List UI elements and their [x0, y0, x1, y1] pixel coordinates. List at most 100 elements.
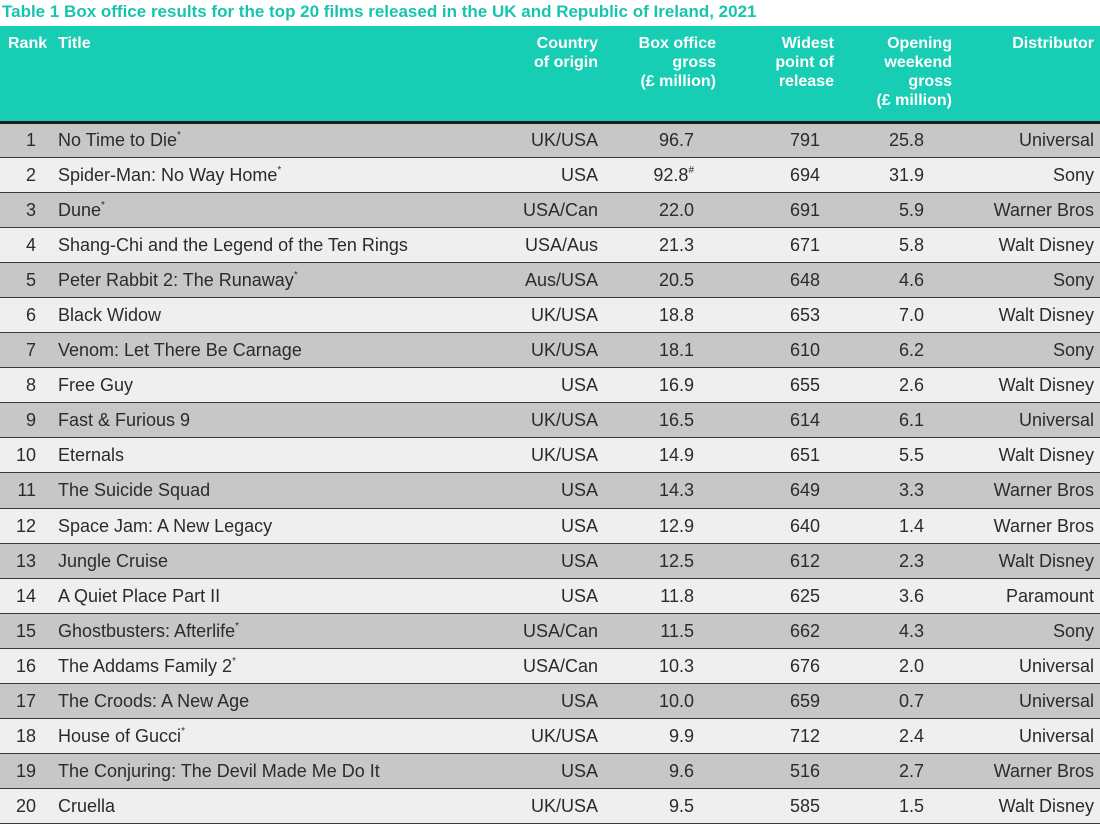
- table-row: 2 Spider-Man: No Way Home* USA 92.8# 694 31.9…: [0, 157, 1100, 193]
- title-cell-text: Jungle Cruise: [58, 550, 169, 571]
- rank-cell: 16: [0, 648, 54, 683]
- header-widest: Widest point of release: [722, 26, 840, 122]
- title-cell: Black Widow: [54, 297, 494, 332]
- title-cell: The Suicide Squad: [54, 473, 494, 508]
- distributor-cell: Walt Disney: [958, 543, 1100, 578]
- footnote-mark: *: [101, 199, 105, 211]
- opening-cell: 31.9: [840, 157, 958, 192]
- country-cell-text: USA/Can: [522, 620, 598, 641]
- country-cell-text: UK/USA: [530, 796, 598, 817]
- gross-cell-text: 12.9: [658, 515, 694, 536]
- rank-cell: 9: [0, 403, 54, 438]
- widest-cell: 625: [722, 578, 840, 613]
- opening-cell-text: 25.8: [888, 130, 924, 151]
- distributor-cell: Universal: [958, 648, 1100, 683]
- title-cell-text: Space Jam: A New Legacy: [58, 515, 273, 536]
- opening-cell: 6.2: [840, 333, 958, 368]
- header-gross-line: gross: [672, 54, 716, 71]
- gross-cell-text: 18.1: [658, 340, 694, 361]
- opening-cell: 1.5: [840, 789, 958, 824]
- gross-cell: 18.1: [604, 333, 722, 368]
- opening-cell-text: 6.1: [898, 410, 924, 431]
- header-opening: Opening weekend gross (£ million): [840, 26, 958, 122]
- widest-cell-text: 659: [789, 691, 820, 712]
- country-cell: USA/Can: [494, 192, 604, 227]
- title-cell: Dune*: [54, 192, 494, 227]
- country-cell-text: USA: [560, 761, 598, 782]
- opening-cell-text: 4.3: [898, 620, 924, 641]
- gross-cell: 21.3: [604, 227, 722, 262]
- distributor-cell-text: Sony: [1052, 164, 1094, 185]
- gross-cell-text: 18.8: [658, 305, 694, 326]
- title-cell-text: Black Widow: [58, 305, 162, 326]
- title-cell-text: Peter Rabbit 2: The Runaway: [58, 269, 294, 290]
- widest-cell: 791: [722, 122, 840, 157]
- widest-cell-text: 694: [789, 164, 820, 185]
- rank-cell: 12: [0, 508, 54, 543]
- country-cell: USA: [494, 543, 604, 578]
- gross-cell: 10.0: [604, 684, 722, 719]
- rank-cell: 17: [0, 684, 54, 719]
- gross-cell-text: 92.8: [653, 164, 689, 185]
- widest-cell: 676: [722, 648, 840, 683]
- gross-cell-text: 9.6: [668, 761, 694, 782]
- country-cell-text: USA: [560, 480, 598, 501]
- distributor-cell: Sony: [958, 157, 1100, 192]
- gross-cell-text: 16.9: [658, 375, 694, 396]
- distributor-cell-text: Walt Disney: [998, 375, 1094, 396]
- gross-cell-text: 14.3: [658, 480, 694, 501]
- header-widest-line: release: [778, 73, 834, 90]
- country-cell: USA: [494, 508, 604, 543]
- rank-cell-text: 11: [17, 480, 36, 501]
- rank-cell-text: 10: [15, 445, 36, 466]
- opening-cell-text: 5.5: [898, 445, 924, 466]
- distributor-cell: Warner Bros: [958, 754, 1100, 789]
- distributor-cell-text: Warner Bros: [993, 480, 1094, 501]
- rank-cell: 19: [0, 754, 54, 789]
- country-cell: UK/USA: [494, 438, 604, 473]
- opening-cell-text: 4.6: [898, 269, 924, 290]
- opening-cell: 25.8: [840, 122, 958, 157]
- title-cell: A Quiet Place Part II: [54, 578, 494, 613]
- table-row: 3 Dune* USA/Can 22.0 691 5.9 Warner Bros: [0, 192, 1100, 228]
- title-cell: No Time to Die*: [54, 122, 494, 157]
- distributor-cell-text: Universal: [1018, 410, 1094, 431]
- table-row: 14 A Quiet Place Part II USA 11.8 625 3.6 Para…: [0, 578, 1100, 614]
- title-cell: Free Guy: [54, 368, 494, 403]
- distributor-cell: Universal: [958, 684, 1100, 719]
- footnote-mark: *: [232, 655, 236, 667]
- title-cell: Jungle Cruise: [54, 543, 494, 578]
- widest-cell-text: 662: [789, 620, 820, 641]
- title-cell: Peter Rabbit 2: The Runaway*: [54, 262, 494, 297]
- opening-cell: 2.4: [840, 719, 958, 754]
- rank-cell-text: 7: [25, 340, 36, 361]
- country-cell-text: USA/Can: [522, 199, 598, 220]
- distributor-cell-text: Sony: [1052, 269, 1094, 290]
- widest-cell: 659: [722, 684, 840, 719]
- country-cell: UK/USA: [494, 333, 604, 368]
- opening-cell-text: 3.3: [898, 480, 924, 501]
- box-office-table: Rank Title Country of origin Box office …: [0, 26, 1100, 824]
- opening-cell: 1.4: [840, 508, 958, 543]
- table-row: 13 Jungle Cruise USA 12.5 612 2.3 Walt Disney: [0, 543, 1100, 579]
- distributor-cell: Warner Bros: [958, 192, 1100, 227]
- rank-cell-text: 16: [15, 655, 36, 676]
- title-cell-text: The Suicide Squad: [58, 480, 211, 501]
- country-cell: USA: [494, 473, 604, 508]
- title-cell-text: House of Gucci: [58, 726, 182, 747]
- opening-cell: 5.5: [840, 438, 958, 473]
- table-row: 9 Fast & Furious 9 UK/USA 16.5 614 6.1 Univers…: [0, 402, 1100, 438]
- gross-cell: 20.5: [604, 262, 722, 297]
- distributor-cell-text: Warner Bros: [993, 515, 1094, 536]
- distributor-cell-text: Sony: [1052, 340, 1094, 361]
- opening-cell-text: 6.2: [898, 340, 924, 361]
- gross-cell-text: 20.5: [658, 269, 694, 290]
- opening-cell-text: 7.0: [898, 305, 924, 326]
- table-row: 5 Peter Rabbit 2: The Runaway* Aus/USA 20.5…: [0, 262, 1100, 298]
- footnote-mark: #: [688, 164, 694, 176]
- widest-cell-text: 651: [789, 445, 820, 466]
- title-cell: The Addams Family 2*: [54, 648, 494, 683]
- gross-cell: 14.9: [604, 438, 722, 473]
- widest-cell: 694: [722, 157, 840, 192]
- rank-cell: 15: [0, 613, 54, 648]
